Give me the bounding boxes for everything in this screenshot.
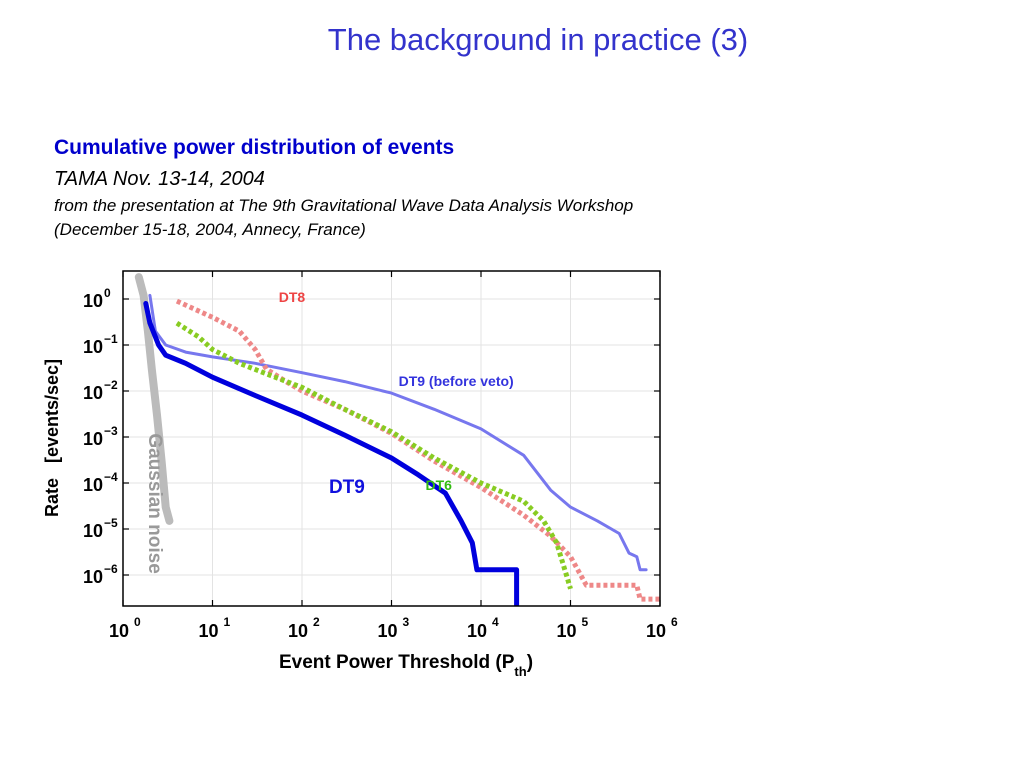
x-tick-exponent: 1: [224, 615, 231, 629]
x-tick-exponent: 5: [582, 615, 589, 629]
grid: [123, 271, 660, 606]
x-tick-exponent: 0: [134, 615, 141, 629]
x-axis-label: Event Power Threshold (Pth): [279, 652, 533, 679]
y-tick-label: 10: [83, 429, 103, 449]
x-tick-exponent: 3: [403, 615, 410, 629]
y-tick-label: 10: [83, 567, 103, 587]
series-gaussian-noise: [134, 273, 174, 525]
ticks: 10 0 10 1 10 2 10 3 10 4 10 5 10 610 010 −110 −210 −310 −4…: [83, 271, 678, 641]
annotations: DT8 DT9 (before veto) DT9 DT6 Gaussian noise: [144, 289, 514, 574]
annotation-dt6: DT6: [426, 477, 453, 493]
x-tick-label: 10: [556, 621, 576, 641]
series-dt9-before-veto: [148, 293, 648, 572]
y-tick-exponent: −6: [104, 562, 118, 576]
series-dt8: [175, 298, 660, 602]
y-tick-label: 10: [83, 475, 103, 495]
source-description: from the presentation at The 9th Gravita…: [54, 196, 634, 215]
x-axis-label-text: Event Power Threshold (P: [279, 652, 515, 673]
chart-subtitle: Cumulative power distribution of events: [54, 136, 455, 159]
y-tick-label: 10: [83, 521, 103, 541]
series-dt6: [175, 320, 573, 590]
series-dt9: [143, 301, 520, 606]
y-tick-exponent: −3: [104, 424, 118, 438]
x-tick-label: 10: [109, 621, 129, 641]
x-tick-exponent: 6: [671, 615, 678, 629]
y-tick-label: 10: [83, 337, 103, 357]
slide-title: The background in practice (3): [327, 22, 749, 57]
source-event: (December 15-18, 2004, Annecy, France): [54, 220, 366, 239]
y-tick-exponent: −2: [104, 378, 118, 392]
annotation-dt9: DT9: [329, 477, 365, 498]
y-tick-exponent: −5: [104, 516, 118, 530]
x-tick-exponent: 2: [313, 615, 320, 629]
y-tick-label: 10: [83, 383, 103, 403]
y-tick-exponent: 0: [104, 286, 111, 300]
x-tick-exponent: 4: [492, 615, 499, 629]
x-tick-label: 10: [288, 621, 308, 641]
x-axis-label-end: ): [527, 652, 533, 673]
x-tick-label: 10: [377, 621, 397, 641]
source-label: TAMA Nov. 13-14, 2004: [54, 168, 265, 190]
annotation-dt8: DT8: [279, 289, 306, 305]
x-tick-label: 10: [467, 621, 487, 641]
x-tick-label: 10: [198, 621, 218, 641]
annotation-dt9-before-veto: DT9 (before veto): [399, 373, 514, 389]
x-tick-label: 10: [646, 621, 666, 641]
y-tick-exponent: −1: [104, 332, 118, 346]
annotation-gaussian-noise: Gaussian noise: [144, 433, 165, 573]
y-axis-label: Rate [events/sec]: [42, 359, 62, 517]
series-layer: [134, 273, 660, 606]
y-tick-label: 10: [83, 291, 103, 311]
y-tick-exponent: −4: [104, 470, 118, 484]
x-axis-label-sub: th: [514, 664, 526, 679]
